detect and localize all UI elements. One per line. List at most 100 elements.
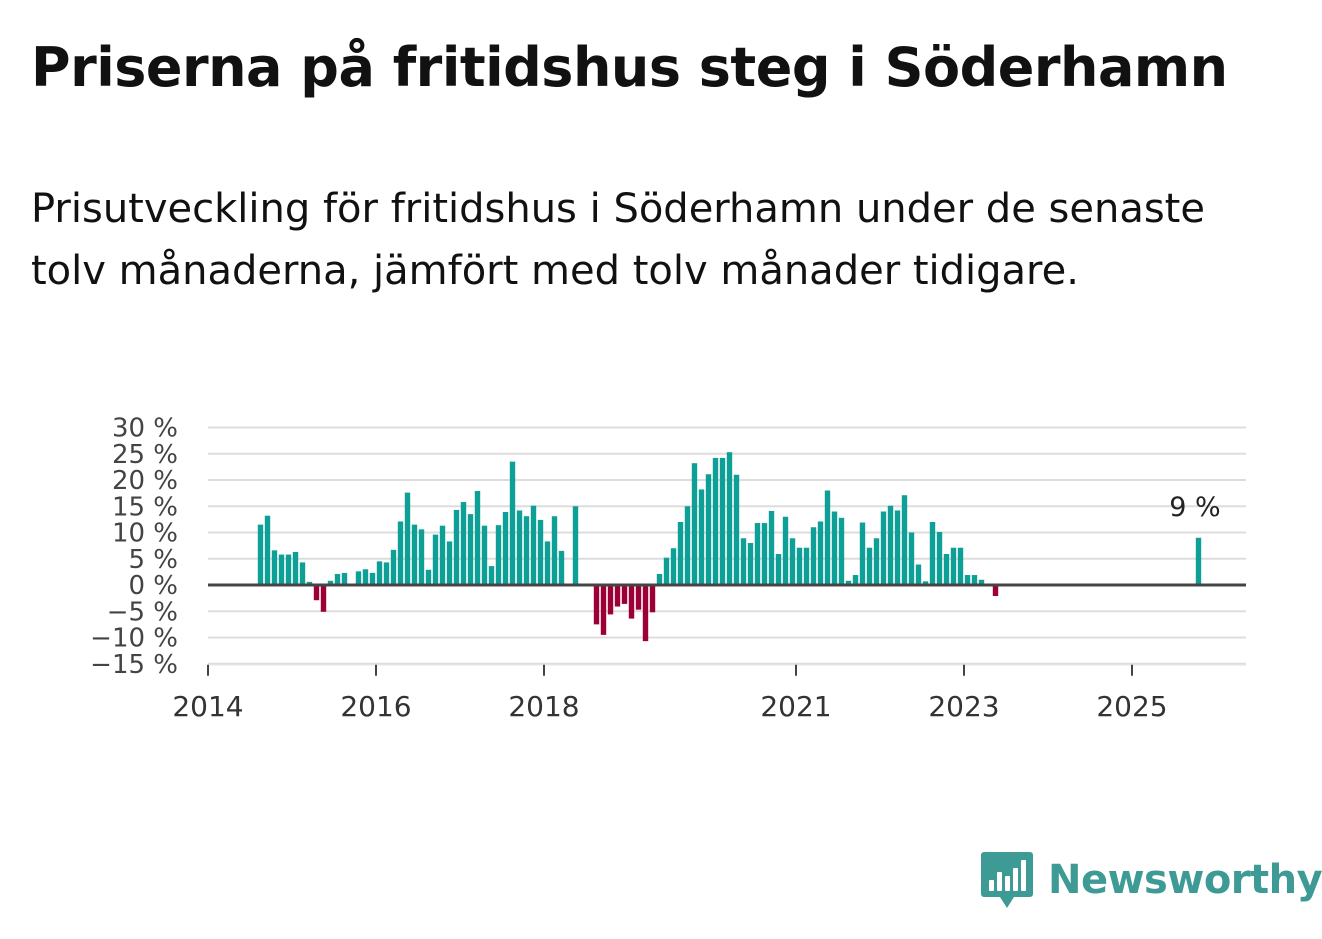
bar xyxy=(684,506,691,585)
bar xyxy=(516,510,523,585)
bar xyxy=(474,491,481,585)
bar xyxy=(901,495,908,585)
bar xyxy=(810,527,817,585)
bar xyxy=(446,541,453,585)
bar xyxy=(1195,537,1202,585)
bar xyxy=(509,461,516,585)
bar xyxy=(943,554,950,585)
y-tick-label: 10 % xyxy=(112,519,178,549)
bar xyxy=(635,585,642,610)
bar xyxy=(320,585,327,612)
y-tick-label: −15 % xyxy=(90,650,178,680)
bar xyxy=(824,490,831,585)
bar xyxy=(614,585,621,607)
bar xyxy=(929,522,936,585)
bar xyxy=(453,509,460,585)
y-axis-ticks: 30 %25 %20 %15 %10 %5 %0 %−5 %−10 %−15 % xyxy=(90,414,178,680)
bar xyxy=(530,505,537,585)
bar xyxy=(572,506,579,585)
bar xyxy=(649,585,656,613)
bar xyxy=(894,510,901,585)
bar xyxy=(502,512,509,585)
bar xyxy=(789,538,796,585)
bar xyxy=(460,502,467,585)
bar xyxy=(936,531,943,585)
bar xyxy=(257,524,264,585)
bar xyxy=(362,569,369,585)
x-tick-label: 2014 xyxy=(172,690,243,723)
y-tick-label: −5 % xyxy=(107,597,178,627)
bar xyxy=(992,585,999,597)
bar xyxy=(880,511,887,585)
annotation-label: 9 % xyxy=(1169,492,1220,523)
x-tick-label: 2016 xyxy=(340,690,411,723)
bar xyxy=(397,521,404,585)
bar xyxy=(663,557,670,585)
bar xyxy=(971,575,978,585)
bar xyxy=(495,525,502,585)
x-tick-label: 2023 xyxy=(928,690,999,723)
x-axis: 2014 2016 2018 2021 2023 2025 xyxy=(172,664,1246,723)
bar xyxy=(733,474,740,585)
y-tick-label: 25 % xyxy=(112,440,178,470)
bar xyxy=(439,525,446,585)
bar xyxy=(691,463,698,585)
bar xyxy=(845,580,852,585)
bar xyxy=(383,562,390,585)
bar xyxy=(390,549,397,585)
bar xyxy=(271,550,278,585)
bar xyxy=(488,566,495,585)
bar xyxy=(957,547,964,585)
bar xyxy=(964,575,971,585)
bar xyxy=(740,538,747,585)
bar xyxy=(859,522,866,585)
newsworthy-logo: Newsworthy xyxy=(980,850,1322,910)
bar xyxy=(404,492,411,585)
y-tick-label: 20 % xyxy=(112,466,178,496)
bar xyxy=(887,505,894,585)
bar xyxy=(292,551,299,585)
bar xyxy=(642,585,649,642)
bar xyxy=(278,554,285,585)
y-tick-label: 5 % xyxy=(128,545,178,575)
bar xyxy=(866,547,873,585)
bar xyxy=(775,554,782,585)
bar xyxy=(432,534,439,585)
bar xyxy=(670,548,677,585)
bar xyxy=(467,514,474,585)
y-tick-label: 30 % xyxy=(112,414,178,444)
x-tick-label: 2025 xyxy=(1096,690,1167,723)
bar xyxy=(376,561,383,585)
bar xyxy=(306,581,313,585)
bar xyxy=(908,532,915,585)
bar xyxy=(915,564,922,585)
logo-text: Newsworthy xyxy=(1048,857,1322,903)
bar xyxy=(719,457,726,585)
bar xyxy=(418,529,425,585)
y-tick-label: 0 % xyxy=(128,571,178,601)
bar xyxy=(607,585,614,615)
bar xyxy=(481,525,488,585)
bar xyxy=(299,562,306,585)
bar xyxy=(754,523,761,585)
bars xyxy=(208,452,1246,642)
bar xyxy=(726,452,733,585)
bar xyxy=(782,516,789,585)
bar xyxy=(334,573,341,585)
bar xyxy=(537,519,544,585)
bar xyxy=(285,554,292,585)
chart-subtitle: Prisutveckling för fritidshus i Söderham… xyxy=(31,186,1205,294)
bar xyxy=(313,585,320,601)
y-tick-label: −10 % xyxy=(90,624,178,654)
bar xyxy=(551,516,558,585)
annotation: 9 % xyxy=(1169,492,1220,523)
bar xyxy=(852,575,859,585)
bar xyxy=(558,550,565,585)
bar xyxy=(747,543,754,585)
bar-chart: 30 %25 %20 %15 %10 %5 %0 %−5 %−10 %−15 %… xyxy=(90,414,1246,723)
bar xyxy=(978,579,985,585)
bar xyxy=(761,523,768,585)
bar xyxy=(831,511,838,585)
bar xyxy=(425,569,432,585)
bar xyxy=(544,541,551,585)
